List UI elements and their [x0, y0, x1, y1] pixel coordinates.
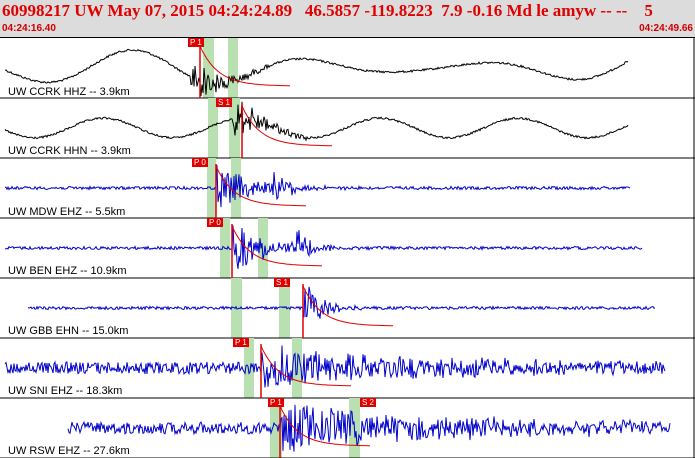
pick-window [244, 338, 254, 398]
trace-label-sni-ehz: UW SNI EHZ -- 18.3km [8, 385, 123, 397]
pick-window [279, 278, 290, 338]
pick-window [258, 218, 268, 278]
seismogram-panel[interactable]: UW CCRK HHZ -- 3.9km UW CCRK HHN -- 3.9k… [0, 38, 695, 458]
coda-curve [199, 45, 290, 87]
waveform-trace[interactable] [27, 286, 656, 319]
event-header: 60998217 UW May 07, 2015 04:24:24.89 46.… [0, 0, 695, 38]
waveform-trace[interactable] [5, 165, 631, 208]
trace-label-ben-ehz: UW BEN EHZ -- 10.9km [8, 265, 127, 277]
coda-curve [241, 105, 332, 147]
trace-label-ccrk-hhn: UW CCRK HHN -- 3.9km [8, 145, 131, 157]
waveform-trace[interactable] [4, 345, 666, 388]
seismogram-canvas[interactable] [0, 38, 695, 458]
pick-flag-sni-ehz[interactable]: P 1 [233, 338, 249, 347]
pick-window [231, 158, 241, 218]
trace-label-mdw-ehz: UW MDW EHZ -- 5.5km [8, 206, 126, 218]
pick-flag-gbb-ehn[interactable]: S 1 [274, 278, 291, 287]
pick-window [207, 158, 216, 218]
waveform-trace[interactable] [5, 225, 643, 269]
pick-flag-ccrk-hhz[interactable]: P 1 [188, 38, 204, 47]
pick-window [203, 38, 214, 98]
coda-curve [279, 405, 370, 447]
end-time: 04:24:49.66 [639, 23, 693, 34]
pick-window [270, 398, 282, 458]
trace-label-rsw-ehz: UW RSW EHZ -- 27.6km [8, 445, 130, 457]
waveform-trace[interactable] [67, 404, 671, 452]
coda-curve [302, 285, 393, 327]
trace-label-ccrk-hhz: UW CCRK HHZ -- 3.9km [8, 86, 130, 98]
pick-flag-rsw-ehz[interactable]: P 1 [268, 398, 284, 407]
event-title: 60998217 UW May 07, 2015 04:24:24.89 46.… [2, 1, 653, 20]
pick-flag-rsw-ehz-s[interactable]: S 2 [360, 398, 377, 407]
coda-curve [231, 225, 322, 267]
waveform-trace[interactable] [4, 101, 629, 142]
pick-flag-mdw-ehz[interactable]: P 0 [192, 158, 208, 167]
start-time: 04:24:16.40 [2, 23, 56, 34]
coda-curve [260, 345, 351, 387]
pick-flag-ben-ehz[interactable]: P 0 [207, 218, 223, 227]
waveform-trace[interactable] [4, 48, 629, 97]
pick-window [228, 38, 238, 98]
coda-curve [215, 165, 306, 207]
pick-window [208, 98, 218, 158]
pick-flag-ccrk-hhn[interactable]: S 1 [216, 98, 233, 107]
trace-label-gbb-ehn: UW GBB EHN -- 15.0km [8, 325, 129, 337]
